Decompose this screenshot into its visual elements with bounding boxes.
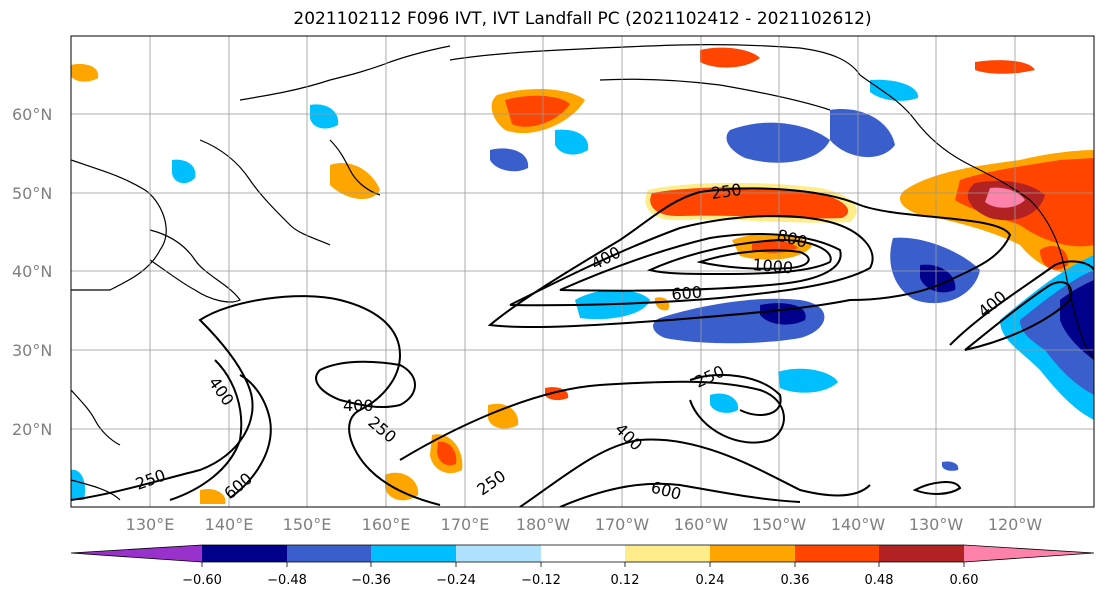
colorbar-segment xyxy=(541,545,625,562)
lat-label: 60°N xyxy=(12,105,52,124)
lon-label: 150°E xyxy=(283,515,332,534)
contour-label: 1000 xyxy=(752,255,794,277)
lon-label: 120°W xyxy=(988,515,1043,534)
colorbar-segment xyxy=(879,545,964,562)
colorbar-ticks xyxy=(201,562,965,567)
shade-positive xyxy=(505,95,570,127)
colorbar-segment xyxy=(287,545,371,562)
contour-label: 250 xyxy=(710,180,743,203)
lon-label: 140°E xyxy=(205,515,254,534)
lon-labels: 130°E 140°E 150°E 160°E 170°E 180°W 170°… xyxy=(126,515,1043,534)
contour-west-250 xyxy=(71,295,441,506)
colorbar-segment xyxy=(371,545,456,562)
contour-label: 600 xyxy=(671,282,703,304)
colorbar-extend-left xyxy=(71,545,202,562)
colorbar-tick-label: 0.36 xyxy=(781,573,810,588)
contour-250-east xyxy=(949,260,1094,346)
map-area: 250 400 800 1000 600 400 400 250 250 600… xyxy=(71,36,1094,507)
map-title: 2021102112 F096 IVT, IVT Landfall PC (20… xyxy=(293,9,872,29)
colorbar-segment xyxy=(456,545,541,562)
colorbar: −0.60 −0.48 −0.36 −0.24 −0.12 0.12 0.24 … xyxy=(70,544,1095,588)
map-frame xyxy=(70,35,1095,508)
shade-positive xyxy=(385,472,419,501)
shade-negative xyxy=(172,159,196,184)
colorbar-tick-label: 0.48 xyxy=(865,573,894,588)
lon-label: 150°W xyxy=(752,515,807,534)
shade-negative xyxy=(71,469,86,500)
shade-negative xyxy=(710,393,739,413)
shade-negative xyxy=(830,109,895,158)
colorbar-tick-label: 0.60 xyxy=(950,573,979,588)
colorbar-tick-label: −0.12 xyxy=(521,573,561,588)
contour-mid-400 xyxy=(315,360,416,409)
lon-label: 130°W xyxy=(909,515,964,534)
shade-positive xyxy=(437,441,457,466)
contour-blob xyxy=(912,481,962,495)
colorbar-segment xyxy=(202,545,287,562)
shade-negative xyxy=(920,264,956,293)
colorbar-segment xyxy=(710,545,795,562)
colorbar-tick-label: −0.36 xyxy=(351,573,391,588)
shade-positive xyxy=(975,60,1035,74)
contour-800 xyxy=(647,238,832,276)
shade-negative xyxy=(942,461,959,471)
shade-positive xyxy=(330,162,380,200)
colorbar-tick-label: −0.60 xyxy=(182,573,222,588)
colorbar-segment xyxy=(625,545,710,562)
contour-250-mid xyxy=(689,374,782,416)
contour-south-600 xyxy=(559,482,801,507)
contour-west-600 xyxy=(229,374,272,499)
shade-negative xyxy=(778,368,838,393)
contour-400 xyxy=(509,215,874,307)
colorbar-tick-label: 0.24 xyxy=(696,573,725,588)
ivt-contours xyxy=(71,187,1094,507)
lon-label: 170°E xyxy=(441,515,490,534)
shade-positive xyxy=(752,240,798,253)
shade-positive xyxy=(650,187,849,219)
contour-west-400 xyxy=(169,359,243,501)
colorbar-extend-right xyxy=(964,545,1094,562)
lon-label: 180°W xyxy=(516,515,571,534)
contour-400-east xyxy=(964,281,1073,351)
shade-negative xyxy=(555,129,589,155)
lon-label: 130°E xyxy=(126,515,175,534)
colorbar-segment xyxy=(795,545,879,562)
shade-positive xyxy=(71,64,99,82)
contour-south xyxy=(399,380,871,507)
lat-label: 20°N xyxy=(12,420,52,439)
shade-positive xyxy=(654,297,670,311)
contour-1000 xyxy=(696,249,810,270)
shade-positive xyxy=(700,47,760,68)
shade-negative xyxy=(870,79,919,101)
lon-label: 160°W xyxy=(674,515,729,534)
contour-250-main xyxy=(487,187,1012,329)
lon-label: 170°W xyxy=(595,515,650,534)
contour-label: 400 xyxy=(343,396,374,415)
colorbar-tick-label: −0.48 xyxy=(267,573,307,588)
lon-label: 140°W xyxy=(831,515,886,534)
shade-negative xyxy=(490,148,529,172)
shade-negative xyxy=(310,104,339,129)
shade-positive xyxy=(200,488,226,504)
lon-label: 160°E xyxy=(362,515,411,534)
lat-label: 50°N xyxy=(12,184,52,203)
shade-negative xyxy=(726,122,830,163)
lat-label: 30°N xyxy=(12,341,52,360)
lat-label: 40°N xyxy=(12,262,52,281)
lat-labels: 60°N 50°N 40°N 30°N 20°N xyxy=(12,105,52,439)
contour-600 xyxy=(559,233,842,292)
colorbar-tick-label: −0.24 xyxy=(436,573,476,588)
colorbar-tick-label: 0.12 xyxy=(611,573,640,588)
shade-positive xyxy=(488,403,519,429)
